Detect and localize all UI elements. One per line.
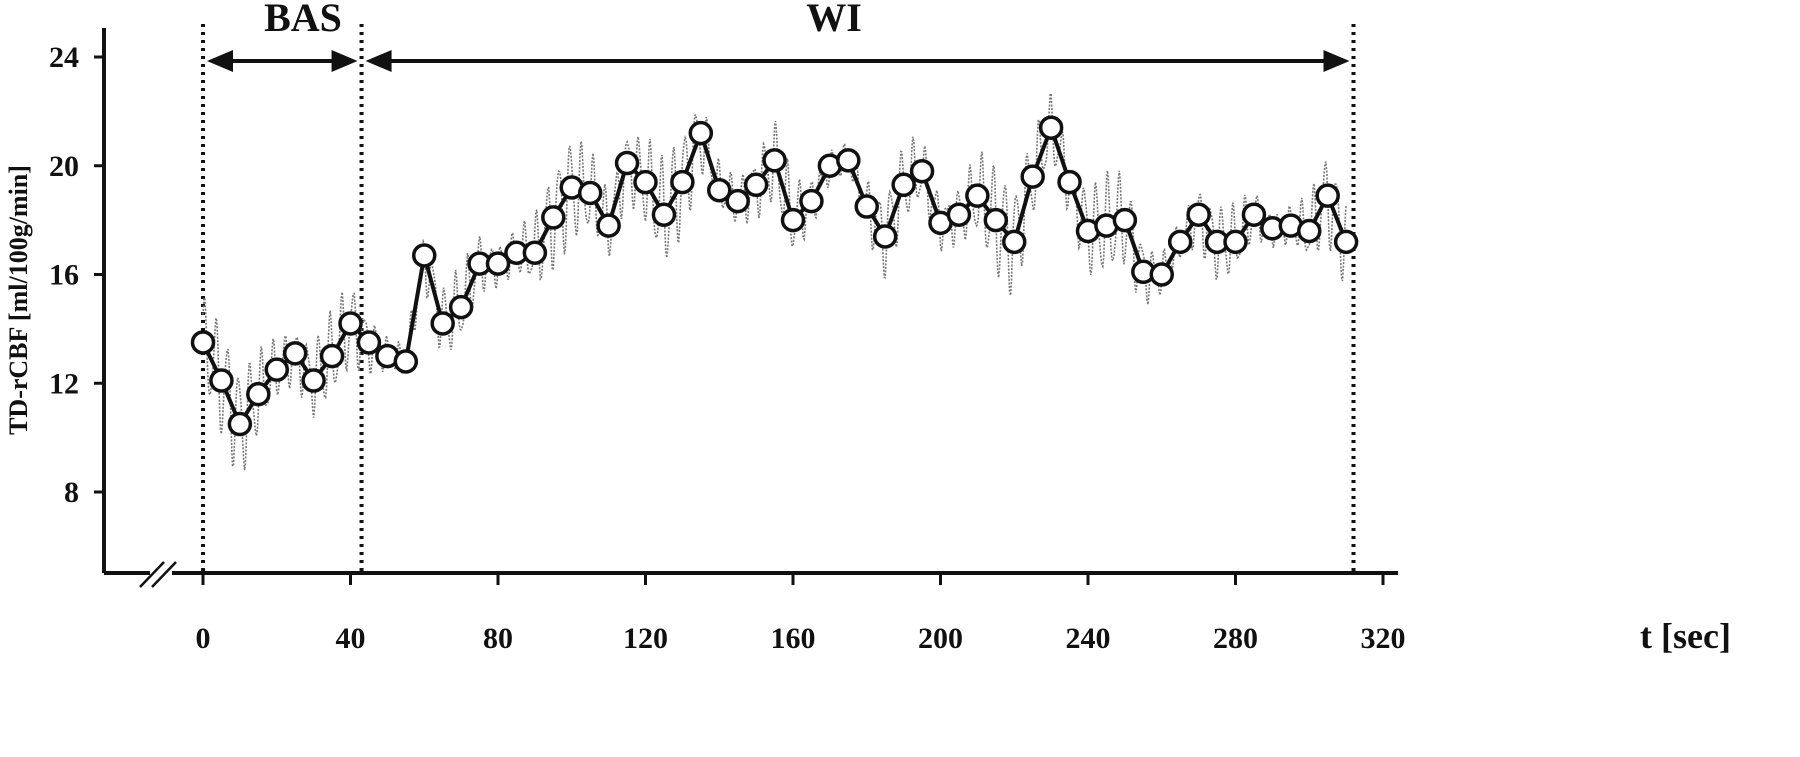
x-tick-label: 240	[1066, 622, 1111, 655]
axis-break-slash	[151, 561, 177, 588]
averaged-data-point	[743, 172, 769, 198]
averaged-data-point	[891, 172, 916, 198]
averaged-data-point	[633, 169, 658, 195]
y-tick-label: 24	[49, 41, 79, 74]
x-tick-label: 200	[918, 622, 963, 655]
averaged-data-point	[836, 148, 861, 173]
y-tick-label: 20	[49, 150, 79, 183]
averaged-data-point	[651, 202, 677, 227]
averaged-data-point	[1223, 229, 1248, 255]
axis-ticks	[94, 55, 1385, 585]
y-tick-label: 8	[64, 476, 79, 509]
averaged-data-point	[946, 202, 972, 227]
averaged-data-point	[762, 148, 787, 173]
averaged-data-point	[541, 205, 566, 230]
averaged-data-point	[209, 368, 234, 393]
axis-break-slash	[139, 561, 165, 588]
averaged-data-point	[227, 411, 253, 437]
averaged-data-point	[872, 224, 898, 249]
averaged-data-point	[393, 349, 419, 374]
averaged-data-point	[190, 330, 216, 355]
averaged-data-point	[1020, 164, 1045, 189]
phase-arrow-head	[331, 50, 358, 72]
averaged-data-point	[1002, 229, 1027, 255]
averaged-data-point	[688, 120, 714, 146]
x-tick-label: 280	[1213, 622, 1258, 655]
averaged-data-point	[854, 194, 879, 219]
averaged-data-point	[338, 311, 363, 336]
averaged-data-point	[412, 243, 437, 268]
axis-tick-labels: 0 40 80 120 160 200 240 280 320 8 12 16 20 24	[49, 41, 1406, 655]
averaged-data-point	[448, 294, 474, 320]
phase-label: BAS	[264, 0, 342, 40]
averaged-data-point	[485, 251, 511, 276]
averaged-data-point	[1038, 115, 1064, 140]
phase-arrows: BAS WI	[207, 0, 1350, 72]
averaged-data-point	[1315, 183, 1340, 208]
averaged-data-point	[264, 357, 289, 382]
averaged-data-point	[430, 311, 455, 336]
averaged-data-point	[725, 188, 750, 214]
x-tick-label: 40	[336, 622, 366, 655]
averaged-data-point	[1186, 202, 1211, 227]
averaged-data-point	[1112, 207, 1138, 233]
averaged-data-point	[1333, 229, 1359, 255]
averaged-data-point	[319, 343, 345, 369]
x-tick-label: 0	[196, 622, 211, 655]
averaged-data-point	[1241, 202, 1267, 227]
averaged-data-point	[983, 207, 1009, 233]
phase-arrow-head	[365, 50, 392, 72]
averaged-data-point	[780, 207, 806, 233]
y-axis-title: TD-rCBF [ml/100g/min]	[4, 165, 33, 435]
averaged-data-point	[577, 180, 603, 206]
y-tick-label: 12	[49, 367, 79, 400]
x-tick-label: 160	[771, 622, 816, 655]
averaged-data-point	[1149, 262, 1174, 287]
x-tick-label: 120	[623, 622, 668, 655]
averaged-data-point	[614, 150, 640, 176]
averaged-data-point	[965, 183, 990, 208]
x-tick-label: 320	[1361, 622, 1406, 655]
averaged-data-point	[707, 177, 732, 203]
averaged-data-point	[799, 188, 824, 214]
y-tick-label: 16	[49, 259, 79, 292]
phase-arrow-head	[207, 50, 233, 72]
averaged-data-point	[282, 341, 308, 366]
averaged-data-point	[356, 330, 382, 355]
averaged-data-point	[246, 381, 271, 407]
averaged-data-point	[1297, 218, 1322, 244]
axis-break-mark	[139, 561, 177, 588]
averaged-data-point	[301, 368, 326, 393]
phase-label: WI	[806, 0, 862, 40]
averaged-data-point	[596, 213, 621, 238]
averaged-data-point	[522, 240, 548, 265]
averaged-data-point	[1167, 229, 1193, 255]
averaged-data-point	[1057, 169, 1082, 195]
phase-boundaries	[201, 24, 1356, 573]
averaged-data-point	[909, 158, 935, 184]
averaged-series-points	[190, 115, 1359, 437]
x-axis-title: t [sec]	[1640, 616, 1731, 656]
phase-arrow-head	[1323, 50, 1350, 72]
x-tick-label: 80	[483, 622, 513, 655]
averaged-data-point	[670, 169, 695, 195]
